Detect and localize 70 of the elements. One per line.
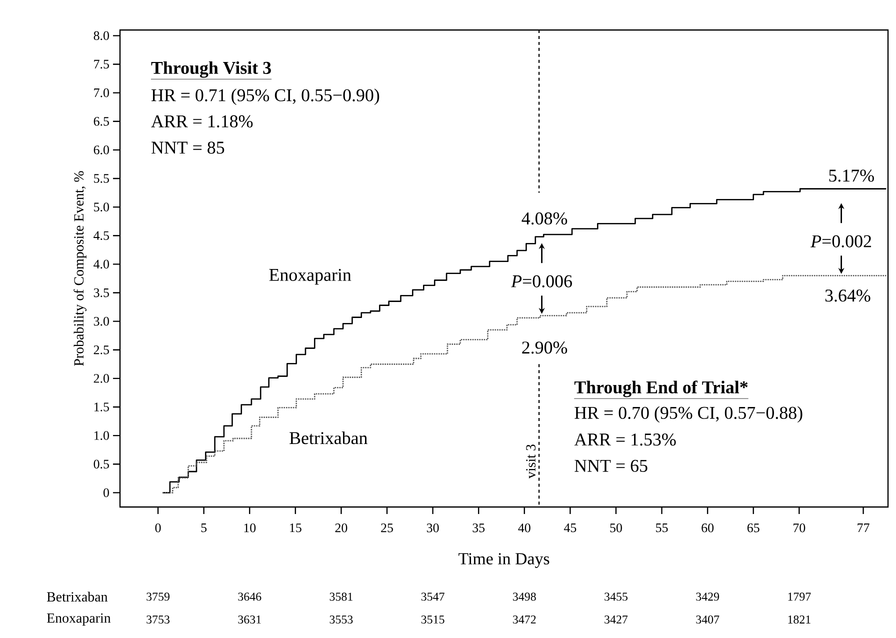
x-tick-label: 20 [335,524,348,532]
text: Betrixaban [46,592,108,602]
x-tick-label: 45 [564,524,576,532]
text: 3472 [513,616,536,624]
x-tick-label: 60 [702,524,714,532]
x-tick-label: 25 [381,524,393,532]
text: Enoxaparin [46,613,111,626]
y-tick-label: 1.0 [94,431,109,440]
x-tick-label: 65 [747,524,760,532]
x-axis-title: Time in Days [458,553,550,568]
x-tick-label: 50 [610,524,622,532]
y-tick-label: 1.5 [94,402,109,412]
annotation: ARR = 1.18% [151,115,253,128]
text: 3407 [696,615,720,624]
y-tick-label: 0.5 [94,460,109,469]
text: 3455 [604,592,628,601]
text: 3515 [421,616,444,624]
text: 1797 [788,592,811,601]
x-tick-label: 55 [656,524,668,532]
text: 3427 [604,616,628,624]
y-tick-label: 0 [104,488,109,498]
x-tick-label: 0 [155,524,161,532]
text: 3759 [146,592,170,601]
y-axis-title: Probability of Composite Event, % [74,171,86,366]
text: 3498 [513,592,536,601]
text: 3547 [421,592,444,601]
series-label: Enoxaparin [269,268,352,285]
x-tick-label: 15 [290,524,302,532]
annotation: 2.90% [522,342,568,354]
y-tick-label: 3.0 [94,316,109,326]
annotation: ARR = 1.53% [574,433,676,446]
x-tick-label: 5 [201,524,207,532]
y-tick-label: 6.5 [94,117,109,126]
y-tick-label: 8.0 [94,31,109,40]
y-tick-label: 4.5 [94,231,109,240]
annotation: P=0.002 [810,235,872,248]
series-label: Betrixaban [290,432,368,444]
x-tick-label: 10 [244,524,256,532]
y-tick-label: 5.5 [94,174,109,183]
annotation: 5.17% [829,170,874,182]
ref-line-label: visit 3 [526,444,536,479]
y-tick-label: 7.0 [94,88,109,98]
annotation: 3.64% [825,290,870,302]
x-tick-label: 77 [858,524,870,532]
y-tick-label: 7.5 [94,60,109,69]
annotation: P=0.006 [510,275,572,288]
y-tick-label: 2.0 [94,374,109,383]
annotation: HR = 0.71 (95% CI, 0.55−0.90) [151,88,380,105]
text: 3553 [330,616,353,624]
text: 3631 [238,616,261,624]
x-tick-label: 35 [472,524,485,532]
annotation: Through End of Trial* [574,380,748,398]
x-tick-label: 30 [426,524,439,532]
annotation: Through Visit 3 [151,61,271,78]
text: 3581 [330,592,352,601]
text: 3753 [146,616,170,624]
y-tick-label: 2.5 [94,346,109,354]
annotation: NNT = 85 [151,142,224,154]
y-tick-label: 5.0 [94,202,109,212]
y-tick-label: 6.0 [94,146,109,154]
x-tick-label: 40 [518,524,530,532]
annotation: HR = 0.70 (95% CI, 0.57−0.88) [574,406,802,423]
text: 3429 [696,592,720,601]
annotation: NNT = 65 [574,460,648,472]
text: 1821 [788,615,810,624]
y-tick-label: 4.0 [94,260,109,269]
y-tick-label: 3.5 [94,288,109,298]
annotation: 4.08% [522,212,568,225]
x-tick-label: 70 [794,524,806,532]
text: 3646 [238,592,262,601]
